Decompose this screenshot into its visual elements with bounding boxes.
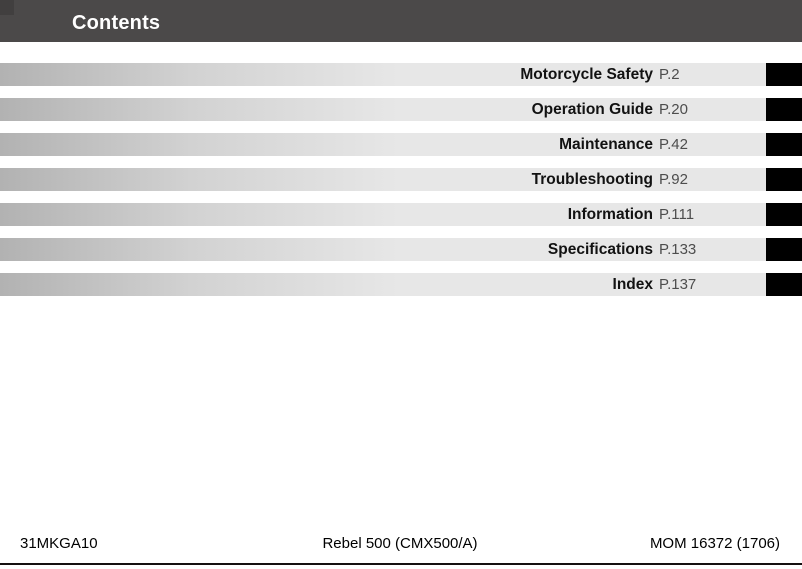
header-bar: Contents	[0, 0, 802, 42]
page-title: Contents	[72, 12, 161, 34]
toc-row-information[interactable]: Information P.111	[0, 203, 802, 226]
toc-bar: Operation Guide P.20	[0, 98, 766, 121]
chapter-tab[interactable]	[766, 98, 802, 121]
chapter-tab[interactable]	[766, 203, 802, 226]
toc-item-label: Operation Guide	[531, 101, 653, 118]
toc-row-troubleshooting[interactable]: Troubleshooting P.92	[0, 168, 802, 191]
footer-model-name: Rebel 500 (CMX500/A)	[322, 534, 478, 552]
toc-item-page: P.20	[659, 101, 688, 118]
toc-bar: Index P.137	[0, 273, 766, 296]
toc-row-motorcycle-safety[interactable]: Motorcycle Safety P.2	[0, 63, 802, 86]
toc-item-label: Maintenance	[559, 136, 653, 153]
chapter-tab[interactable]	[766, 238, 802, 261]
toc-item-page: P.42	[659, 136, 688, 153]
toc-item-label: Specifications	[547, 241, 653, 258]
toc-item-label: Troubleshooting	[531, 171, 653, 188]
toc-item-label: Index	[612, 276, 653, 293]
bottom-rule	[0, 563, 802, 565]
toc-row-maintenance[interactable]: Maintenance P.42	[0, 133, 802, 156]
toc-row-index[interactable]: Index P.137	[0, 273, 802, 296]
toc-bar: Troubleshooting P.92	[0, 168, 766, 191]
toc-bar: Motorcycle Safety P.2	[0, 63, 766, 86]
toc-bar: Specifications P.133	[0, 238, 766, 261]
footer: 31MKGA10 Rebel 500 (CMX500/A) MOM 16372 …	[0, 531, 802, 555]
toc-bar: Maintenance P.42	[0, 133, 766, 156]
chapter-tab[interactable]	[766, 133, 802, 156]
toc-row-specifications[interactable]: Specifications P.133	[0, 238, 802, 261]
toc-row-operation-guide[interactable]: Operation Guide P.20	[0, 98, 802, 121]
toc-item-page: P.137	[659, 276, 697, 293]
footer-document-code: MOM 16372 (1706)	[649, 534, 781, 552]
chapter-tab[interactable]	[766, 168, 802, 191]
chapter-tab[interactable]	[766, 273, 802, 296]
footer-publication-code: 31MKGA10	[20, 534, 98, 552]
toc-bar: Information P.111	[0, 203, 766, 226]
header-corner-accent	[0, 0, 14, 15]
toc-item-page: P.92	[659, 171, 688, 188]
toc-item-label: Motorcycle Safety	[520, 66, 653, 83]
toc-list: Motorcycle Safety P.2 Operation Guide P.…	[0, 63, 802, 308]
toc-item-page: P.2	[659, 66, 680, 83]
toc-item-page: P.133	[659, 241, 697, 258]
toc-item-label: Information	[567, 206, 653, 223]
toc-item-page: P.111	[659, 206, 695, 223]
chapter-tab[interactable]	[766, 63, 802, 86]
